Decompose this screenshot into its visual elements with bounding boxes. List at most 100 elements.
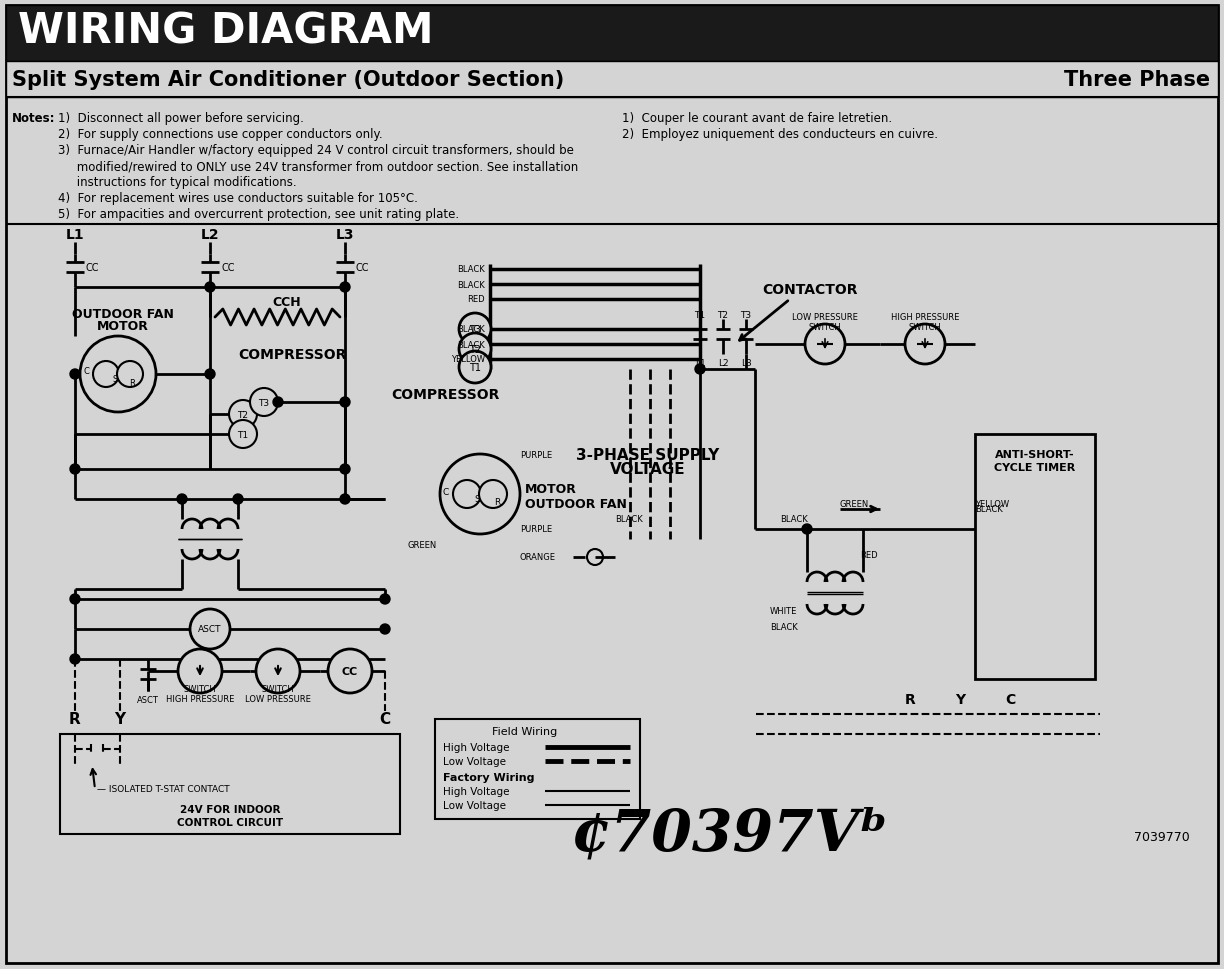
Text: CC: CC (341, 667, 359, 676)
Circle shape (479, 481, 507, 509)
Bar (435, 719, 640, 819)
Circle shape (177, 494, 187, 505)
Text: T3: T3 (469, 325, 481, 334)
Circle shape (70, 464, 80, 475)
Text: ORANGE: ORANGE (520, 553, 556, 562)
Circle shape (233, 494, 244, 505)
Text: T3: T3 (258, 398, 269, 407)
Circle shape (379, 624, 390, 635)
Circle shape (453, 481, 481, 509)
Circle shape (273, 397, 283, 408)
Text: L2: L2 (201, 228, 219, 241)
Circle shape (459, 314, 491, 346)
Text: S: S (474, 495, 480, 504)
Circle shape (459, 352, 491, 384)
Circle shape (588, 549, 603, 566)
Text: BLACK: BLACK (780, 515, 808, 524)
Text: L1: L1 (695, 359, 705, 367)
Circle shape (93, 361, 119, 388)
Text: Y: Y (955, 692, 965, 706)
Text: High Voltage: High Voltage (443, 786, 509, 797)
Circle shape (905, 325, 945, 364)
Bar (60, 735, 400, 834)
Text: WHITE: WHITE (770, 607, 797, 616)
Text: R: R (129, 378, 135, 387)
Text: BLACK: BLACK (458, 266, 485, 274)
Text: RED: RED (860, 550, 878, 559)
Circle shape (190, 610, 230, 649)
Text: MOTOR: MOTOR (525, 483, 577, 496)
Circle shape (177, 649, 222, 693)
Text: instructions for typical modifications.: instructions for typical modifications. (58, 175, 296, 189)
Text: 2)  Employez uniquement des conducteurs en cuivre.: 2) Employez uniquement des conducteurs e… (622, 128, 938, 141)
Text: GREEN: GREEN (840, 500, 869, 509)
Text: COMPRESSOR: COMPRESSOR (390, 388, 499, 401)
Text: T3: T3 (741, 310, 752, 319)
Circle shape (70, 654, 80, 665)
Text: 2)  For supply connections use copper conductors only.: 2) For supply connections use copper con… (58, 128, 383, 141)
Circle shape (379, 594, 390, 605)
Text: C: C (1005, 692, 1015, 706)
Text: C: C (83, 367, 89, 376)
Text: Split System Air Conditioner (Outdoor Section): Split System Air Conditioner (Outdoor Se… (12, 70, 564, 90)
Text: 7039770: 7039770 (1135, 830, 1190, 844)
Text: BLACK: BLACK (458, 340, 485, 349)
Text: COMPRESSOR: COMPRESSOR (237, 348, 346, 361)
Text: C: C (443, 488, 449, 497)
Circle shape (459, 333, 491, 365)
Text: BLACK: BLACK (458, 280, 485, 289)
Text: CC: CC (356, 263, 370, 272)
Text: R: R (69, 712, 81, 727)
Text: OUTDOOR FAN: OUTDOOR FAN (525, 498, 627, 511)
Text: T2: T2 (237, 410, 248, 419)
Text: T2: T2 (717, 310, 728, 319)
Text: L2: L2 (717, 359, 728, 367)
Circle shape (250, 389, 278, 417)
Text: BLACK: BLACK (770, 623, 798, 632)
Text: Factory Wiring: Factory Wiring (443, 772, 535, 782)
Text: 3)  Furnace/Air Handler w/factory equipped 24 V control circuit transformers, sh: 3) Furnace/Air Handler w/factory equippe… (58, 143, 574, 157)
Text: CC: CC (222, 263, 235, 272)
Text: BLACK: BLACK (614, 515, 643, 524)
Text: Three Phase: Three Phase (1064, 70, 1211, 90)
Text: BLACK: BLACK (976, 505, 1002, 514)
Text: CCH: CCH (273, 297, 301, 309)
Text: BLACK: BLACK (458, 326, 485, 334)
Text: Notes:: Notes: (12, 111, 55, 125)
Text: 24V FOR INDOOR: 24V FOR INDOOR (180, 804, 280, 814)
Text: MOTOR: MOTOR (97, 320, 149, 333)
Circle shape (80, 336, 155, 413)
Text: ASCT: ASCT (137, 696, 159, 704)
Text: WIRING DIAGRAM: WIRING DIAGRAM (18, 10, 433, 52)
Text: SWITCH: SWITCH (184, 684, 217, 693)
Text: LOW PRESSURE: LOW PRESSURE (245, 694, 311, 703)
Text: 3-PHASE SUPPLY: 3-PHASE SUPPLY (577, 447, 720, 462)
Text: PURPLE: PURPLE (520, 525, 552, 534)
Text: T2: T2 (469, 345, 481, 355)
Text: T1: T1 (237, 430, 248, 439)
Text: ASCT: ASCT (198, 625, 222, 634)
Text: Low Voltage: Low Voltage (443, 756, 506, 766)
Bar (6, 6, 1218, 62)
Text: RED: RED (468, 296, 485, 304)
Text: SWITCH: SWITCH (262, 684, 295, 693)
Text: L1: L1 (66, 228, 84, 241)
Text: Low Voltage: Low Voltage (443, 800, 506, 810)
Text: GREEN: GREEN (408, 540, 437, 548)
Circle shape (204, 283, 215, 293)
Text: SWITCH: SWITCH (809, 324, 841, 332)
Text: YELLOW: YELLOW (976, 500, 1009, 509)
Text: R: R (905, 692, 916, 706)
Text: Y: Y (114, 712, 126, 727)
Circle shape (805, 325, 845, 364)
Text: ¢70397Vᵇ: ¢70397Vᵇ (570, 806, 889, 862)
Circle shape (439, 454, 520, 535)
Text: CONTACTOR: CONTACTOR (763, 283, 858, 297)
Text: R: R (493, 498, 501, 507)
Text: L3: L3 (335, 228, 354, 241)
Text: T1: T1 (694, 310, 705, 319)
Text: modified/rewired to ONLY use 24V transformer from outdoor section. See installat: modified/rewired to ONLY use 24V transfo… (58, 160, 578, 172)
Circle shape (118, 361, 143, 388)
Text: ANTI-SHORT-: ANTI-SHORT- (995, 450, 1075, 459)
Text: T1: T1 (469, 362, 481, 373)
